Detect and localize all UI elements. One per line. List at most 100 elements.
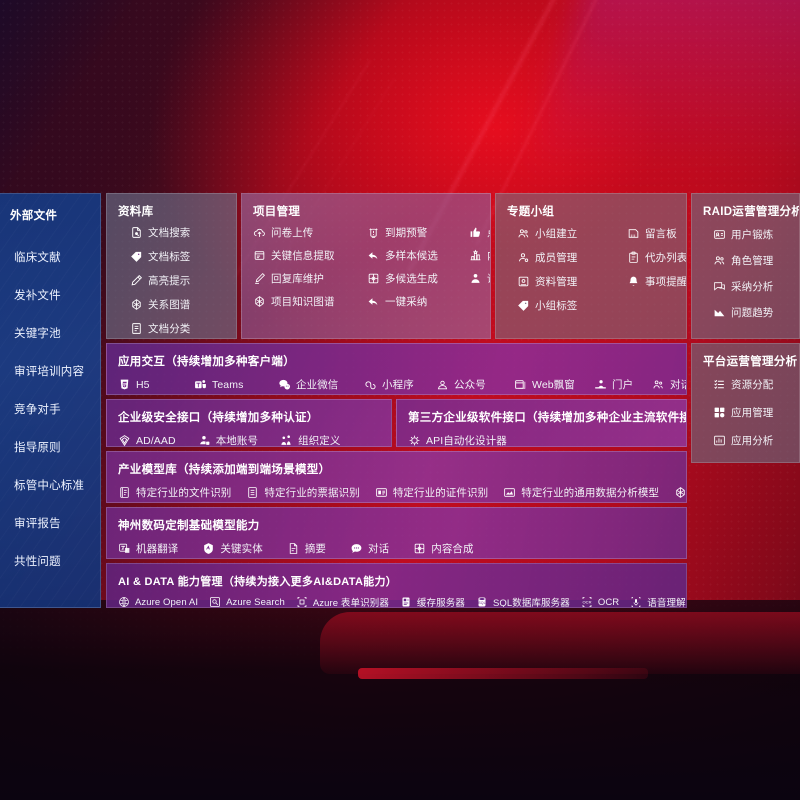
library-item-0-label: 文档搜索	[148, 227, 191, 239]
project-item-2[interactable]: 点赞感谢	[469, 225, 490, 240]
search-box-icon	[209, 596, 221, 607]
project-item-0[interactable]: 问卷上传	[253, 225, 367, 240]
interact-item-1[interactable]: Teams	[194, 378, 278, 391]
people-group-icon	[517, 227, 530, 240]
panel-basemodel-items: 机器翻译 关键实体 摘要 对话 内容合成	[118, 541, 676, 556]
interact-item-4[interactable]: 公众号	[436, 377, 514, 392]
interact-item-3[interactable]: 小程序	[364, 377, 436, 392]
apps-grid-icon	[713, 406, 726, 419]
library-item-1[interactable]: 文档标签	[130, 249, 226, 264]
aidata-item-2[interactable]: Azure 表单识别器	[296, 595, 389, 607]
local-account-icon	[198, 434, 211, 446]
group-item-5[interactable]: 事项提醒	[627, 274, 687, 289]
aidata-item-6[interactable]: 语音理解	[630, 595, 686, 607]
project-item-4[interactable]: 多样本候选	[367, 248, 469, 263]
raid-item-0-label: 用户锻炼	[731, 229, 774, 241]
panel-group-items: 小组建立 留言板 成员管理 代办列表 资料管理	[507, 226, 686, 313]
aidata-item-1[interactable]: Azure Search	[209, 596, 285, 607]
grid-expand-icon	[367, 272, 380, 285]
graph-network-icon	[674, 486, 686, 499]
panel-security-interface: 企业级安全接口（持续增加多种认证） AD/AAD 本地账号 组织定义	[106, 399, 392, 447]
group-item-5-label: 事项提醒	[645, 276, 687, 288]
group-item-1[interactable]: 留言板	[627, 226, 686, 241]
group-item-0[interactable]: 小组建立	[517, 226, 621, 241]
sidebar-item-2[interactable]: 关键字池	[14, 328, 61, 340]
industry-item-3[interactable]: 特定行业的通用数据分析模型	[503, 485, 659, 500]
security-item-1[interactable]: 本地账号	[198, 433, 258, 446]
interact-item-2-label: 企业微信	[296, 379, 339, 391]
raid-item-0[interactable]: 用户锻炼	[713, 227, 789, 242]
sidebar-item-8[interactable]: 共性问题	[14, 556, 61, 568]
library-item-4[interactable]: 文档分类	[130, 321, 226, 336]
sidebar-item-5[interactable]: 指导原则	[14, 442, 61, 454]
group-item-2[interactable]: 成员管理	[517, 250, 621, 265]
group-item-4[interactable]: 资料管理	[517, 274, 621, 289]
thirdparty-item-0[interactable]: API自动化设计器	[408, 433, 507, 446]
basemodel-item-4-label: 内容合成	[431, 543, 474, 555]
sidebar-item-0[interactable]: 临床文献	[14, 252, 61, 264]
tag-icon	[517, 299, 530, 312]
platform-item-0[interactable]: 资源分配	[713, 377, 789, 392]
library-item-2[interactable]: 高亮提示	[130, 273, 226, 288]
sidebar-item-6[interactable]: 标管中心标准	[14, 480, 85, 492]
interact-item-7[interactable]: 对话	[652, 377, 686, 392]
library-item-0[interactable]: 文档搜索	[130, 225, 226, 240]
industry-item-4[interactable]: 特定行业的通用知识图谱模型	[674, 485, 686, 500]
interact-item-6[interactable]: 门户	[594, 377, 652, 392]
aidata-item-5[interactable]: OCR OCR	[581, 596, 619, 608]
sidebar-item-1[interactable]: 发补文件	[14, 290, 61, 302]
raid-item-3-label: 问题趋势	[731, 307, 774, 319]
wechat-work-icon	[278, 378, 291, 391]
aidata-item-3[interactable]: 缓存服务器	[400, 595, 465, 607]
capability-map: 外部文件 临床文献 发补文件 关键字池 审评培训内容 竞争对手 指导原则 标管中…	[0, 193, 800, 608]
pen-tool-icon	[253, 272, 266, 285]
industry-item-0[interactable]: 特定行业的文件识别	[118, 485, 231, 500]
security-item-0[interactable]: AD/AAD	[118, 434, 176, 446]
ranking-icon	[469, 249, 482, 262]
panel-library-title: 资料库	[118, 206, 154, 218]
basemodel-item-4[interactable]: 内容合成	[413, 541, 474, 556]
raid-item-3[interactable]: 问题趋势	[713, 305, 789, 320]
project-item-5[interactable]: 内部专家排名	[469, 248, 490, 263]
library-item-3[interactable]: 关系图谱	[130, 297, 226, 312]
security-item-2[interactable]: 组织定义	[280, 433, 340, 446]
platform-item-1[interactable]: 应用管理	[713, 405, 789, 420]
group-item-6[interactable]: 小组标签	[517, 298, 621, 313]
industry-item-2[interactable]: 特定行业的证件识别	[375, 485, 488, 500]
project-item-7[interactable]: 多候选生成	[367, 271, 469, 286]
basemodel-item-0[interactable]: 机器翻译	[118, 541, 178, 556]
ocr-icon: OCR	[581, 596, 593, 607]
project-item-6[interactable]: 回复库维护	[253, 271, 367, 286]
basemodel-item-2[interactable]: 摘要	[287, 541, 326, 556]
project-item-8[interactable]: 评审员画像	[469, 271, 490, 286]
platform-item-2[interactable]: 应用分析	[713, 433, 789, 448]
cloud-upload-icon	[253, 226, 266, 239]
raid-item-2[interactable]: 采纳分析	[713, 279, 789, 294]
dialog-people-icon	[652, 378, 665, 391]
raid-item-1[interactable]: 角色管理	[713, 253, 789, 268]
industry-item-1[interactable]: 特定行业的票据识别	[246, 485, 360, 500]
interact-item-2[interactable]: 企业微信	[278, 377, 364, 392]
project-item-3-label: 关键信息提取	[271, 250, 335, 262]
sidebar-item-7[interactable]: 审评报告	[14, 518, 61, 530]
sidebar-item-4[interactable]: 竞争对手	[14, 404, 61, 416]
project-item-10[interactable]: 一键采纳	[367, 294, 469, 309]
project-item-9[interactable]: 项目知识图谱	[253, 294, 367, 309]
project-item-5-label: 内部专家排名	[487, 248, 490, 263]
highlight-pen-icon	[130, 274, 143, 287]
aidata-item-0[interactable]: Azure Open AI	[118, 596, 198, 607]
project-item-10-label: 一键采纳	[385, 296, 428, 308]
aidata-item-4[interactable]: SQL SQL数据库服务器	[476, 595, 570, 607]
sidebar-item-3[interactable]: 审评培训内容	[14, 366, 85, 378]
interact-item-5[interactable]: Web飘窗	[514, 377, 594, 392]
library-item-3-label: 关系图谱	[148, 299, 191, 311]
basemodel-item-3[interactable]: 对话	[350, 541, 389, 556]
receipt-icon	[246, 486, 259, 499]
basemodel-item-1[interactable]: 关键实体	[202, 541, 263, 556]
interact-item-0[interactable]: H5	[118, 378, 194, 391]
group-item-3[interactable]: 代办列表	[627, 250, 686, 265]
panel-platform-items: 资源分配 应用管理 应用分析	[703, 377, 789, 448]
project-item-1[interactable]: 到期预警	[367, 225, 469, 240]
panel-aidata-items: Azure Open AI Azure Search Azure 表单识别器 缓…	[118, 595, 686, 608]
project-item-3[interactable]: 关键信息提取	[253, 248, 367, 263]
